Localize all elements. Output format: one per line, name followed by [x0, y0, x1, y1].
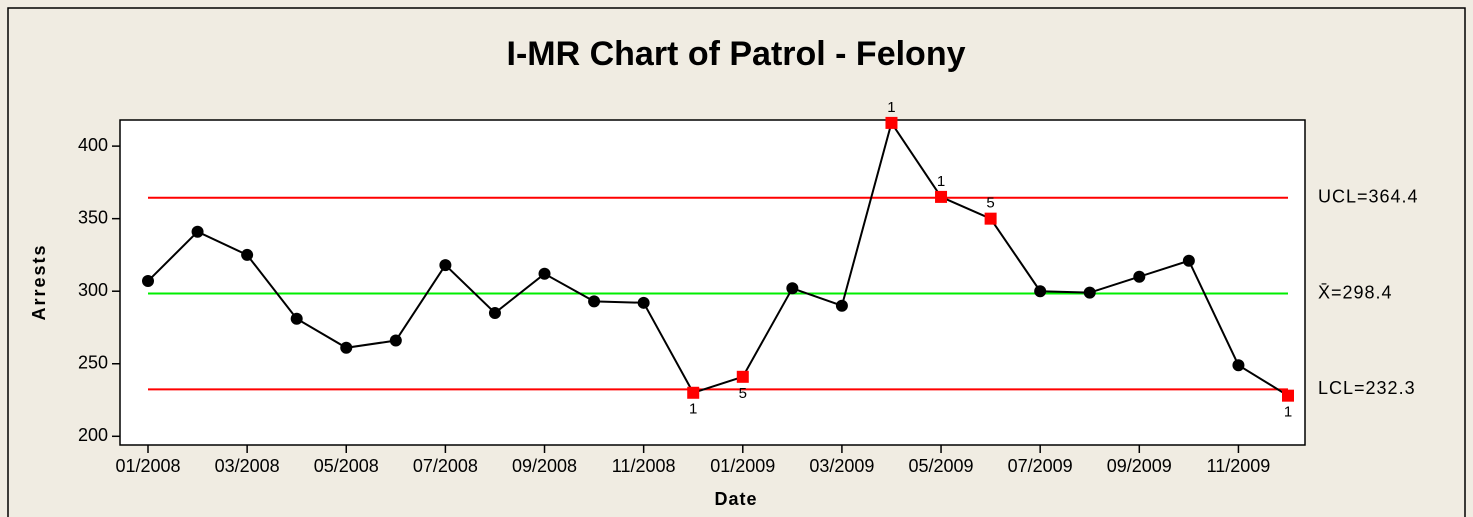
data-point — [1083, 286, 1096, 299]
test-label: 1 — [937, 173, 945, 190]
plot-area — [119, 119, 1306, 446]
test-label: 1 — [1284, 404, 1292, 421]
control-limit-label: X̄=298.4 — [1318, 282, 1393, 302]
data-point — [191, 225, 204, 238]
data-point — [1182, 254, 1195, 267]
x-tick-label: 09/2008 — [512, 456, 577, 476]
control-limit-label: UCL=364.4 — [1318, 187, 1419, 207]
x-tick-label: 07/2009 — [1008, 456, 1073, 476]
chart-title: I-MR Chart of Patrol - Felony — [507, 35, 966, 73]
y-tick-label: 350 — [78, 207, 108, 227]
data-point — [439, 259, 452, 272]
x-tick-label: 05/2008 — [314, 456, 379, 476]
flagged-point — [736, 370, 749, 383]
data-point — [389, 334, 402, 347]
test-label: 1 — [887, 99, 895, 116]
flagged-point — [1282, 389, 1294, 402]
data-point — [588, 295, 601, 308]
test-label: 5 — [986, 195, 994, 212]
data-point — [538, 267, 551, 280]
x-tick-label: 01/2008 — [115, 456, 180, 476]
test-label: 1 — [689, 401, 697, 418]
y-tick-label: 250 — [78, 353, 108, 373]
test-label: 5 — [739, 385, 747, 402]
x-tick-label: 03/2009 — [809, 456, 874, 476]
flagged-point — [885, 116, 898, 129]
x-tick-label: 05/2009 — [909, 456, 974, 476]
data-point — [786, 282, 799, 295]
x-tick-label: 11/2009 — [1207, 456, 1271, 476]
data-line — [147, 120, 1289, 397]
y-axis-label: Arrests — [29, 243, 49, 320]
data-point — [1232, 359, 1245, 372]
y-tick-label: 200 — [78, 425, 108, 445]
x-tick-label: 09/2009 — [1107, 456, 1172, 476]
data-point — [340, 341, 353, 354]
x-tick-label: 11/2008 — [612, 456, 676, 476]
data-point — [835, 299, 848, 312]
data-point — [488, 306, 501, 319]
x-tick-label: 07/2008 — [413, 456, 478, 476]
data-point — [637, 296, 650, 309]
flagged-point — [935, 190, 948, 203]
data-point — [142, 275, 154, 288]
control-limit-label: LCL=232.3 — [1318, 378, 1416, 398]
data-point — [1133, 270, 1146, 283]
data-point — [1034, 285, 1047, 298]
x-tick-label: 01/2009 — [710, 456, 775, 476]
x-axis-label: Date — [714, 489, 757, 509]
y-tick-label: 400 — [78, 135, 108, 155]
data-point — [241, 248, 254, 261]
flagged-point — [984, 212, 997, 225]
x-tick-label: 03/2008 — [215, 456, 280, 476]
flagged-point — [687, 386, 700, 399]
y-tick-label: 300 — [78, 280, 108, 300]
data-point — [290, 312, 303, 325]
